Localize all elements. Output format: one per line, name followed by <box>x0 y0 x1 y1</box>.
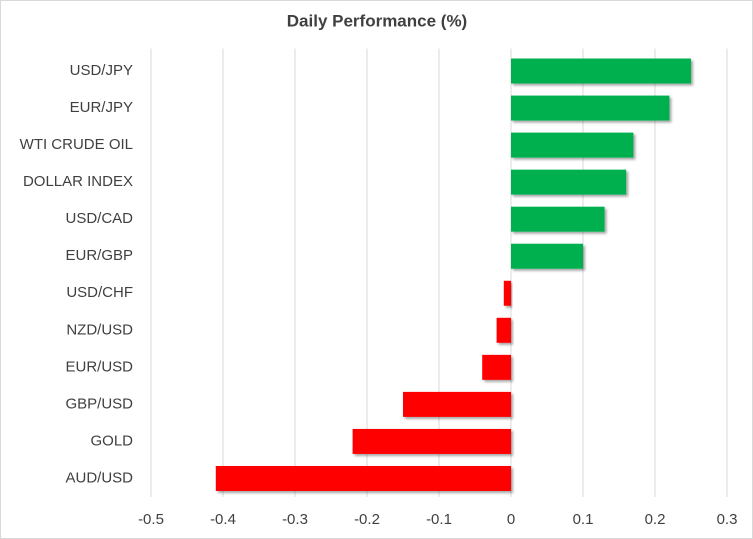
y-tick-label: AUD/USD <box>65 469 133 486</box>
bar <box>482 354 511 380</box>
y-tick-label: USD/CHF <box>66 284 133 301</box>
x-tick-label: -0.1 <box>426 511 452 528</box>
bar <box>352 428 511 454</box>
bar <box>403 391 511 417</box>
bar <box>496 317 511 343</box>
bar <box>511 58 691 84</box>
bar <box>503 280 511 306</box>
y-tick-label: DOLLAR INDEX <box>23 173 133 190</box>
chart-title: Daily Performance (%) <box>287 11 467 30</box>
y-tick-label: NZD/USD <box>66 321 133 338</box>
bar <box>511 132 634 158</box>
bar <box>215 465 512 491</box>
bar <box>511 243 583 269</box>
bar <box>511 95 670 121</box>
y-tick-label: WTI CRUDE OIL <box>20 136 133 153</box>
x-tick-label: -0.5 <box>138 511 164 528</box>
x-tick-label: -0.2 <box>354 511 380 528</box>
y-tick-label: EUR/JPY <box>70 99 133 116</box>
x-tick-label: -0.4 <box>210 511 236 528</box>
y-tick-label: EUR/USD <box>65 358 133 375</box>
x-tick-label: -0.3 <box>282 511 308 528</box>
y-tick-label: USD/JPY <box>70 62 133 79</box>
y-tick-label: EUR/GBP <box>65 247 133 264</box>
bar <box>511 206 605 232</box>
x-tick-label: 0.3 <box>717 511 738 528</box>
x-tick-label: 0 <box>507 511 515 528</box>
bar <box>511 169 627 195</box>
y-tick-label: GBP/USD <box>65 395 133 412</box>
y-tick-label: USD/CAD <box>65 210 133 227</box>
x-tick-label: 0.1 <box>573 511 594 528</box>
x-tick-label: 0.2 <box>645 511 666 528</box>
y-tick-label: GOLD <box>90 432 133 449</box>
